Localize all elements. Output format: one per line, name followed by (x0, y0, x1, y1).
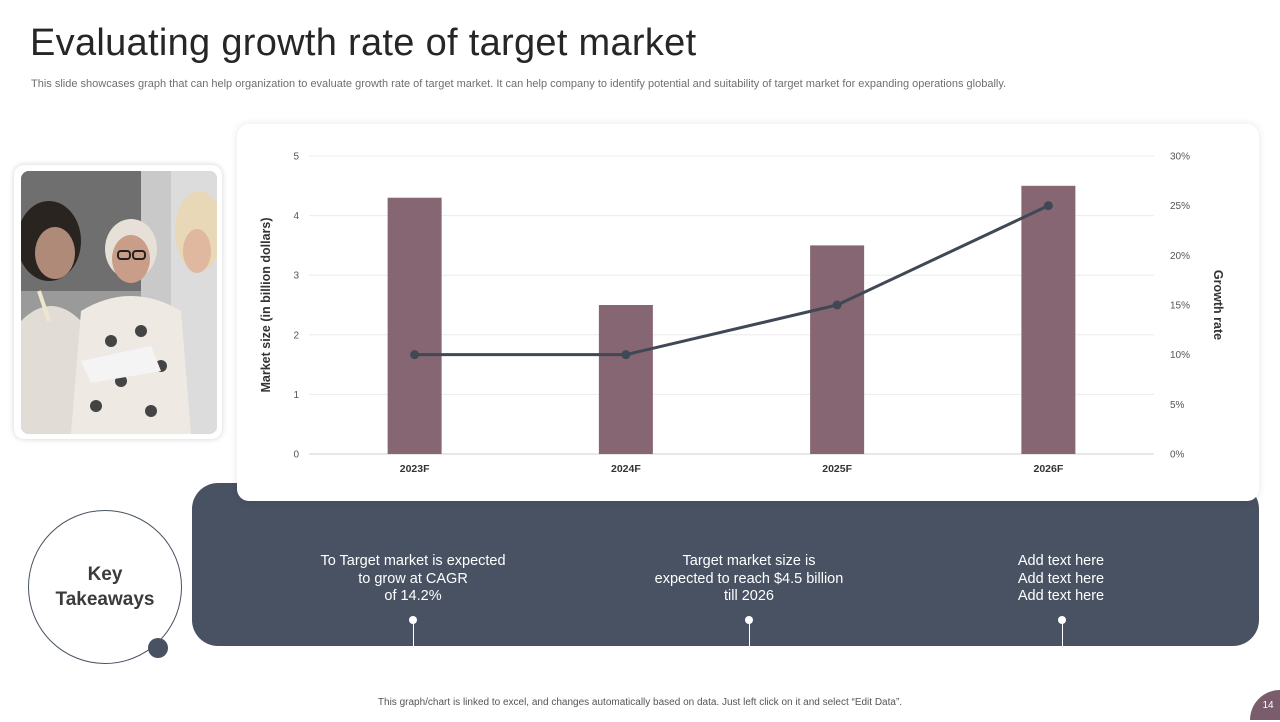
takeaway-2-pin (745, 616, 753, 624)
growth-point (410, 350, 420, 360)
y2-tick-label: 0% (1170, 450, 1185, 461)
growth-point (1043, 201, 1053, 211)
y2-tick-label: 20% (1170, 251, 1190, 262)
takeaway-3-stem (1062, 622, 1063, 646)
x-tick-label: 2023F (400, 463, 430, 475)
bar (1021, 185, 1076, 455)
chart-card[interactable]: 0 1 2 3 4 5 0% 5% 10% 15% 20% 25% 30% 2023F 2024F 2025F… (237, 124, 1259, 501)
y2-tick-label: 25% (1170, 201, 1190, 212)
y-tick-label: 0 (293, 450, 299, 461)
y-tick-label: 3 (293, 271, 299, 282)
takeaway-3-line-2: Add text here (1017, 570, 1105, 587)
key-takeaways-heading-line-1: Key (87, 564, 123, 585)
y-tick-label: 1 (293, 390, 299, 401)
takeaway-1-pin (409, 616, 417, 624)
y-tick-label: 2 (293, 330, 299, 341)
x-tick-label: 2024F (611, 463, 641, 475)
combo-chart[interactable]: 0 1 2 3 4 5 0% 5% 10% 15% 20% 25% 30% 2023F 2024F 2025F… (237, 124, 1259, 501)
key-takeaways-heading-line-2: Takeaways (55, 589, 155, 610)
y-tick-label: 5 (293, 152, 299, 163)
takeaway-2-line-1: Target market size is (682, 553, 816, 569)
y2-tick-label: 30% (1170, 152, 1190, 163)
takeaway-1-stem (413, 622, 414, 646)
y-axis-title: Market size (in billion dollars) (259, 217, 273, 392)
takeaway-3-line-3: Add text here (1017, 588, 1105, 604)
x-tick-label: 2026F (1033, 463, 1063, 475)
takeaway-1-line-3: of 14.2% (384, 588, 442, 604)
x-tick-label: 2025F (822, 463, 852, 475)
slide-subtitle: This slide showcases graph that can help… (31, 78, 1007, 90)
y2-tick-label: 15% (1170, 301, 1190, 312)
bar (598, 305, 653, 454)
takeaway-3-line-1: Add text here (1017, 553, 1105, 569)
bar (387, 197, 442, 454)
team-photo (21, 171, 217, 434)
takeaway-2: Target market size is expected to reach … (619, 553, 879, 606)
takeaway-3-pin (1058, 616, 1066, 624)
takeaway-1-line-1: To Target market is expected (320, 553, 506, 569)
slide-title: Evaluating growth rate of target market (30, 22, 697, 64)
growth-point (621, 350, 631, 360)
bar (810, 245, 865, 454)
takeaway-2-line-2: expected to reach $4.5 billion (654, 570, 844, 587)
takeaway-1-line-2: to grow at CAGR (358, 570, 468, 587)
y-tick-label: 4 (293, 211, 299, 222)
growth-point (832, 300, 842, 310)
takeaways-panel: To Target market is expected to grow at … (192, 483, 1259, 646)
growth-line (414, 204, 1050, 357)
y2-tick-label: 10% (1170, 350, 1190, 361)
takeaway-2-stem (749, 622, 750, 646)
y2-tick-label: 5% (1170, 400, 1185, 411)
takeaway-1: To Target market is expected to grow at … (283, 553, 543, 606)
page-number: 14 (1250, 690, 1280, 720)
badge-dot-icon (148, 638, 168, 658)
takeaway-3: Add text here Add text here Add text her… (931, 553, 1191, 606)
footer-note: This graph/chart is linked to excel, and… (377, 697, 903, 708)
y2-axis-title: Growth rate (1211, 270, 1225, 340)
takeaway-2-line-3: till 2026 (724, 588, 774, 604)
photo-frame (14, 165, 222, 439)
